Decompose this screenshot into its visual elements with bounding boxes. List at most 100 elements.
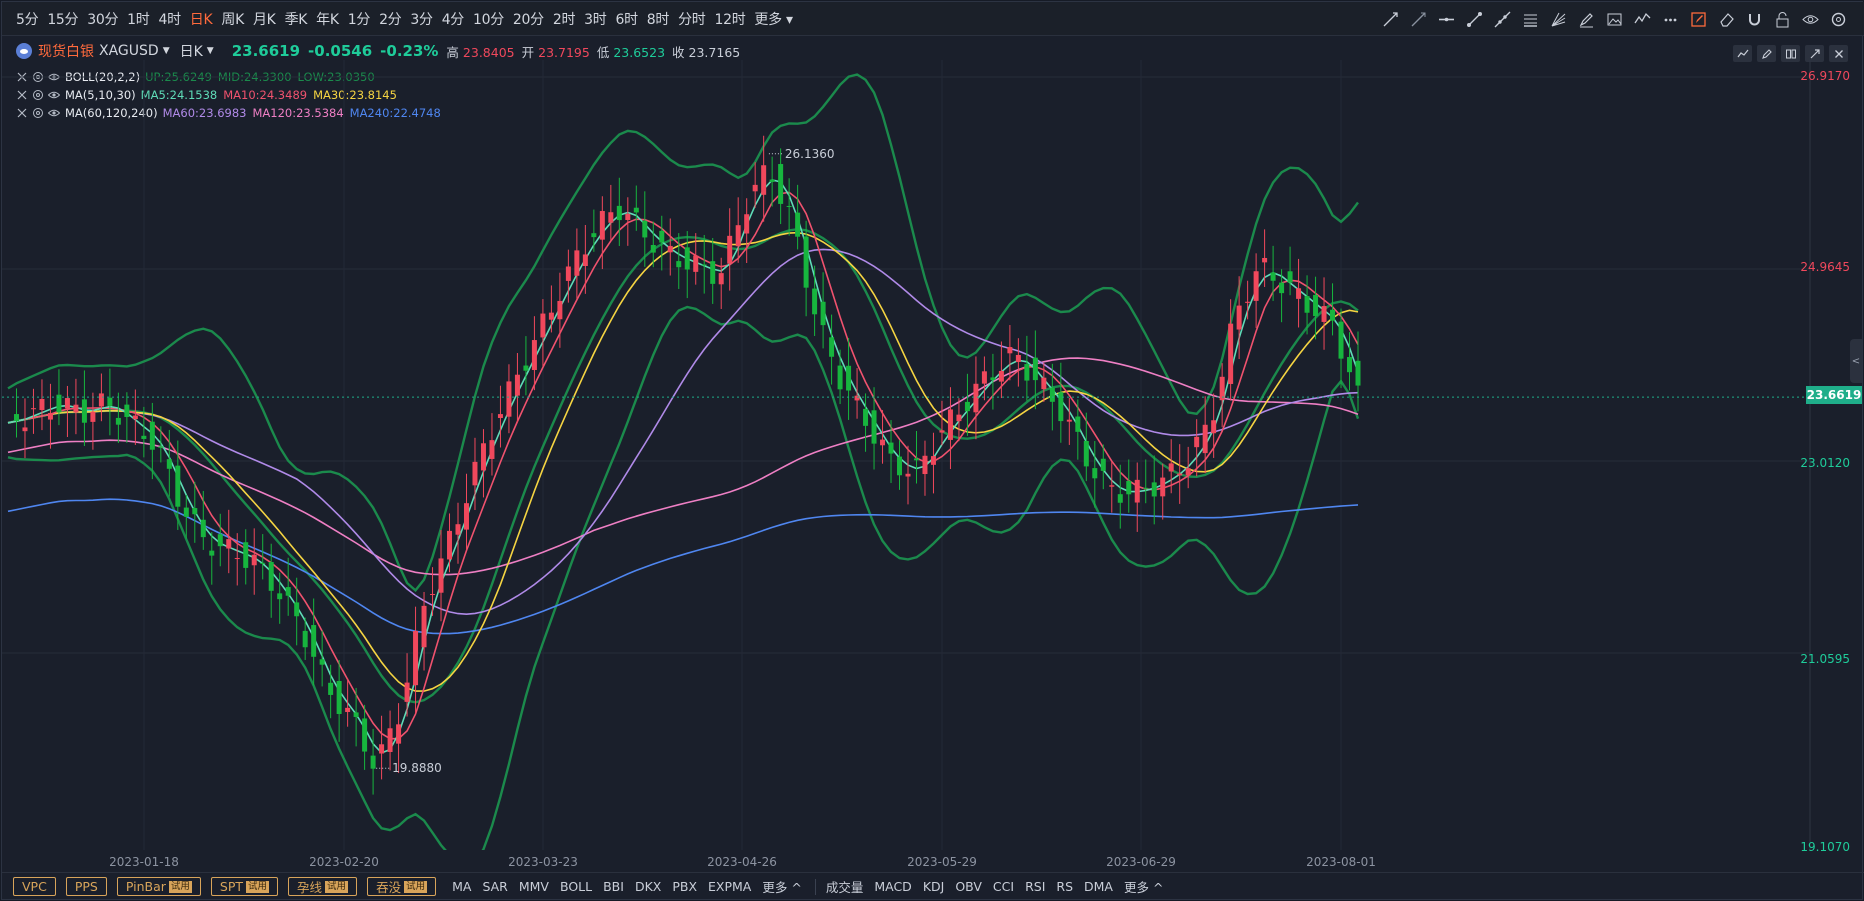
candle[interactable]	[854, 368, 860, 419]
candle[interactable]	[1253, 253, 1259, 328]
extended-line-tool-button[interactable]	[1491, 8, 1514, 30]
candle[interactable]	[608, 184, 614, 242]
candle[interactable]	[1066, 397, 1072, 445]
legend-name[interactable]: MA(5,10,30)	[65, 88, 136, 102]
candle[interactable]	[1151, 455, 1157, 525]
candle[interactable]	[1075, 399, 1081, 460]
main-indicator-MMV[interactable]: MMV	[518, 879, 549, 894]
period-4时[interactable]: 4时	[158, 12, 181, 28]
candle[interactable]	[183, 494, 189, 539]
period-季K[interactable]: 季K	[284, 12, 308, 28]
period-1分[interactable]: 1分	[347, 12, 371, 28]
candle[interactable]	[421, 591, 427, 671]
candle[interactable]	[863, 393, 869, 452]
candle[interactable]	[769, 156, 775, 207]
candle[interactable]	[1117, 464, 1123, 529]
period-周K[interactable]: 周K	[221, 12, 244, 28]
candle[interactable]	[897, 440, 903, 490]
lock-tool-button[interactable]	[1771, 8, 1794, 30]
candle[interactable]	[684, 231, 690, 299]
candle[interactable]	[599, 196, 605, 270]
candle[interactable]	[166, 429, 172, 497]
settings-icon[interactable]	[32, 89, 44, 101]
fullscreen-button[interactable]	[1805, 45, 1824, 62]
candle[interactable]	[1355, 331, 1361, 412]
candle[interactable]	[463, 473, 469, 550]
candle[interactable]	[548, 285, 554, 333]
period-更多[interactable]: 更多 ▾	[754, 12, 793, 28]
candle[interactable]	[489, 413, 495, 476]
candle[interactable]	[30, 388, 36, 434]
candle[interactable]	[115, 392, 121, 444]
candle[interactable]	[132, 389, 138, 445]
candle[interactable]	[1058, 362, 1064, 443]
candle[interactable]	[557, 272, 563, 348]
fibonacci-tool-button[interactable]	[1519, 8, 1542, 30]
period-4分[interactable]: 4分	[441, 12, 465, 28]
candle[interactable]	[964, 373, 970, 436]
settings-tool-button[interactable]	[1827, 8, 1850, 30]
fan-tool-button[interactable]	[1547, 8, 1570, 30]
period-3分[interactable]: 3分	[410, 12, 433, 28]
candle[interactable]	[22, 398, 28, 459]
candle[interactable]	[1211, 393, 1217, 458]
sub-indicator-DMA[interactable]: DMA	[1084, 879, 1113, 894]
wave-tool-button[interactable]	[1631, 8, 1654, 30]
period-12时[interactable]: 12时	[714, 12, 746, 28]
period-分时[interactable]: 分时	[678, 12, 706, 28]
candle[interactable]	[1177, 444, 1183, 504]
candle[interactable]	[200, 490, 206, 550]
candle[interactable]	[149, 402, 155, 480]
candle[interactable]	[285, 557, 291, 616]
candle[interactable]	[1338, 308, 1344, 389]
symbol-dropdown-icon[interactable]: ▼	[162, 46, 170, 56]
candle[interactable]	[506, 364, 512, 434]
candle[interactable]	[497, 385, 503, 448]
magnet-tool-button[interactable]	[1743, 8, 1766, 30]
candle[interactable]	[345, 678, 351, 727]
candle[interactable]	[650, 221, 656, 268]
image-tool-button[interactable]	[1603, 8, 1626, 30]
sub-indicator-MACD[interactable]: MACD	[874, 879, 912, 894]
pattern-button-PPS[interactable]: PPS	[65, 877, 107, 896]
candle[interactable]	[1143, 459, 1149, 504]
candle[interactable]	[328, 664, 334, 719]
period-日K[interactable]: 日K	[189, 12, 213, 28]
main-indicator-更多 ^[interactable]: 更多 ^	[762, 880, 802, 895]
candle[interactable]	[73, 378, 79, 435]
candle[interactable]	[514, 353, 520, 423]
candle[interactable]	[217, 513, 223, 567]
period-年K[interactable]: 年K	[316, 12, 339, 28]
candle[interactable]	[710, 237, 716, 304]
period-3时[interactable]: 3时	[584, 12, 607, 28]
main-indicator-PBX[interactable]: PBX	[672, 879, 698, 894]
candle[interactable]	[379, 715, 385, 780]
segment-tool-button[interactable]	[1463, 8, 1486, 30]
candle[interactable]	[582, 224, 588, 294]
candle[interactable]	[947, 387, 953, 470]
main-indicator-BOLL[interactable]: BOLL	[559, 879, 593, 894]
eraser-tool-button[interactable]	[1715, 8, 1738, 30]
candle[interactable]	[1245, 280, 1251, 320]
candle[interactable]	[880, 410, 886, 464]
draw-button[interactable]	[1757, 45, 1776, 62]
candle[interactable]	[472, 437, 478, 511]
candle[interactable]	[973, 356, 979, 440]
candle[interactable]	[1160, 463, 1166, 520]
candle[interactable]	[226, 509, 232, 574]
candle[interactable]	[633, 185, 639, 231]
sub-indicator-RSI[interactable]: RSI	[1025, 879, 1046, 894]
candle[interactable]	[1262, 229, 1268, 287]
candle[interactable]	[812, 265, 818, 336]
candle[interactable]	[438, 529, 444, 622]
candle[interactable]	[251, 528, 257, 595]
period-1时[interactable]: 1时	[127, 12, 150, 28]
brush-tool-button[interactable]	[1575, 8, 1598, 30]
symbol-name[interactable]: 现货白银	[38, 44, 94, 60]
candle[interactable]	[158, 426, 164, 463]
candle[interactable]	[591, 209, 597, 252]
candle[interactable]	[1202, 396, 1208, 474]
sub-indicator-CCI[interactable]: CCI	[992, 879, 1015, 894]
candle[interactable]	[981, 356, 987, 401]
candle[interactable]	[565, 249, 571, 303]
